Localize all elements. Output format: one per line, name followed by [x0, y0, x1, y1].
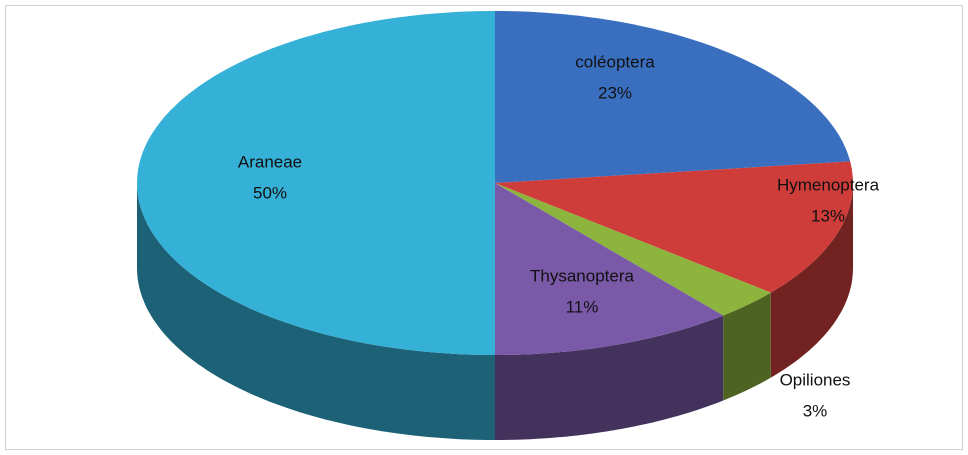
slice-value-label: 3% [803, 401, 828, 420]
slice-value-label: 50% [253, 183, 287, 202]
slice-value-label: 23% [598, 83, 632, 102]
slice-side [770, 183, 853, 378]
slice [495, 11, 851, 183]
slice-label: Thysanoptera [530, 266, 634, 285]
slice-value-label: 11% [566, 297, 599, 316]
slice-label: Hymenoptera [777, 175, 880, 194]
slice-label: Opiliones [780, 370, 851, 389]
slice-side [723, 292, 771, 401]
slice [137, 11, 495, 355]
slice-side [137, 183, 495, 440]
slice [495, 183, 724, 355]
slice-side [495, 315, 724, 440]
slice-label: Araneae [238, 152, 302, 171]
slice [495, 183, 771, 316]
slice [495, 161, 853, 293]
slice-value-label: 13% [811, 206, 845, 225]
slice-label: coléoptera [575, 52, 655, 71]
